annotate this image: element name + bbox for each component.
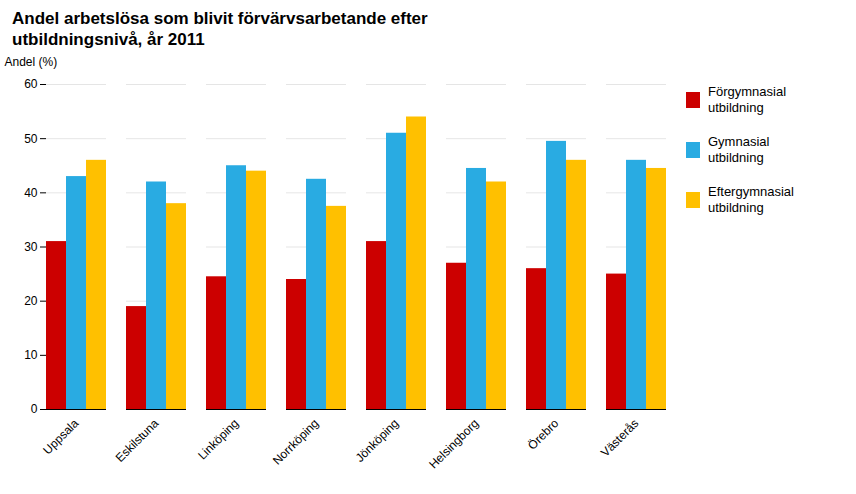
svg-text:Västerås: Västerås — [598, 416, 641, 459]
svg-text:Andel (%): Andel (%) — [5, 55, 58, 69]
svg-text:10: 10 — [24, 348, 38, 362]
svg-text:0: 0 — [31, 402, 38, 416]
svg-text:60: 60 — [24, 77, 38, 91]
svg-text:40: 40 — [24, 186, 38, 200]
svg-text:Norrköping: Norrköping — [270, 416, 321, 467]
svg-text:30: 30 — [24, 240, 38, 254]
svg-text:20: 20 — [24, 294, 38, 308]
svg-text:Jönköping: Jönköping — [353, 416, 402, 465]
html-text:Eftergymnasial utbildning: Eftergymnasial utbildning — [708, 184, 794, 215]
svg-text:Uppsala: Uppsala — [40, 416, 81, 457]
svg-text:Eskilstuna: Eskilstuna — [113, 416, 162, 465]
svg-text:Örebro: Örebro — [525, 416, 562, 453]
svg-text:Helsingborg: Helsingborg — [426, 416, 481, 471]
svg-text:50: 50 — [24, 132, 38, 146]
html-text:Andel arbetslösa som blivit fö: Andel arbetslösa som blivit förvärvsarbe… — [12, 9, 428, 49]
html-text:Gymnasial utbildning: Gymnasial utbildning — [708, 134, 770, 165]
html-text:Förgymnasial utbildning: Förgymnasial utbildning — [708, 84, 786, 115]
svg-text:Linköping: Linköping — [195, 416, 241, 462]
